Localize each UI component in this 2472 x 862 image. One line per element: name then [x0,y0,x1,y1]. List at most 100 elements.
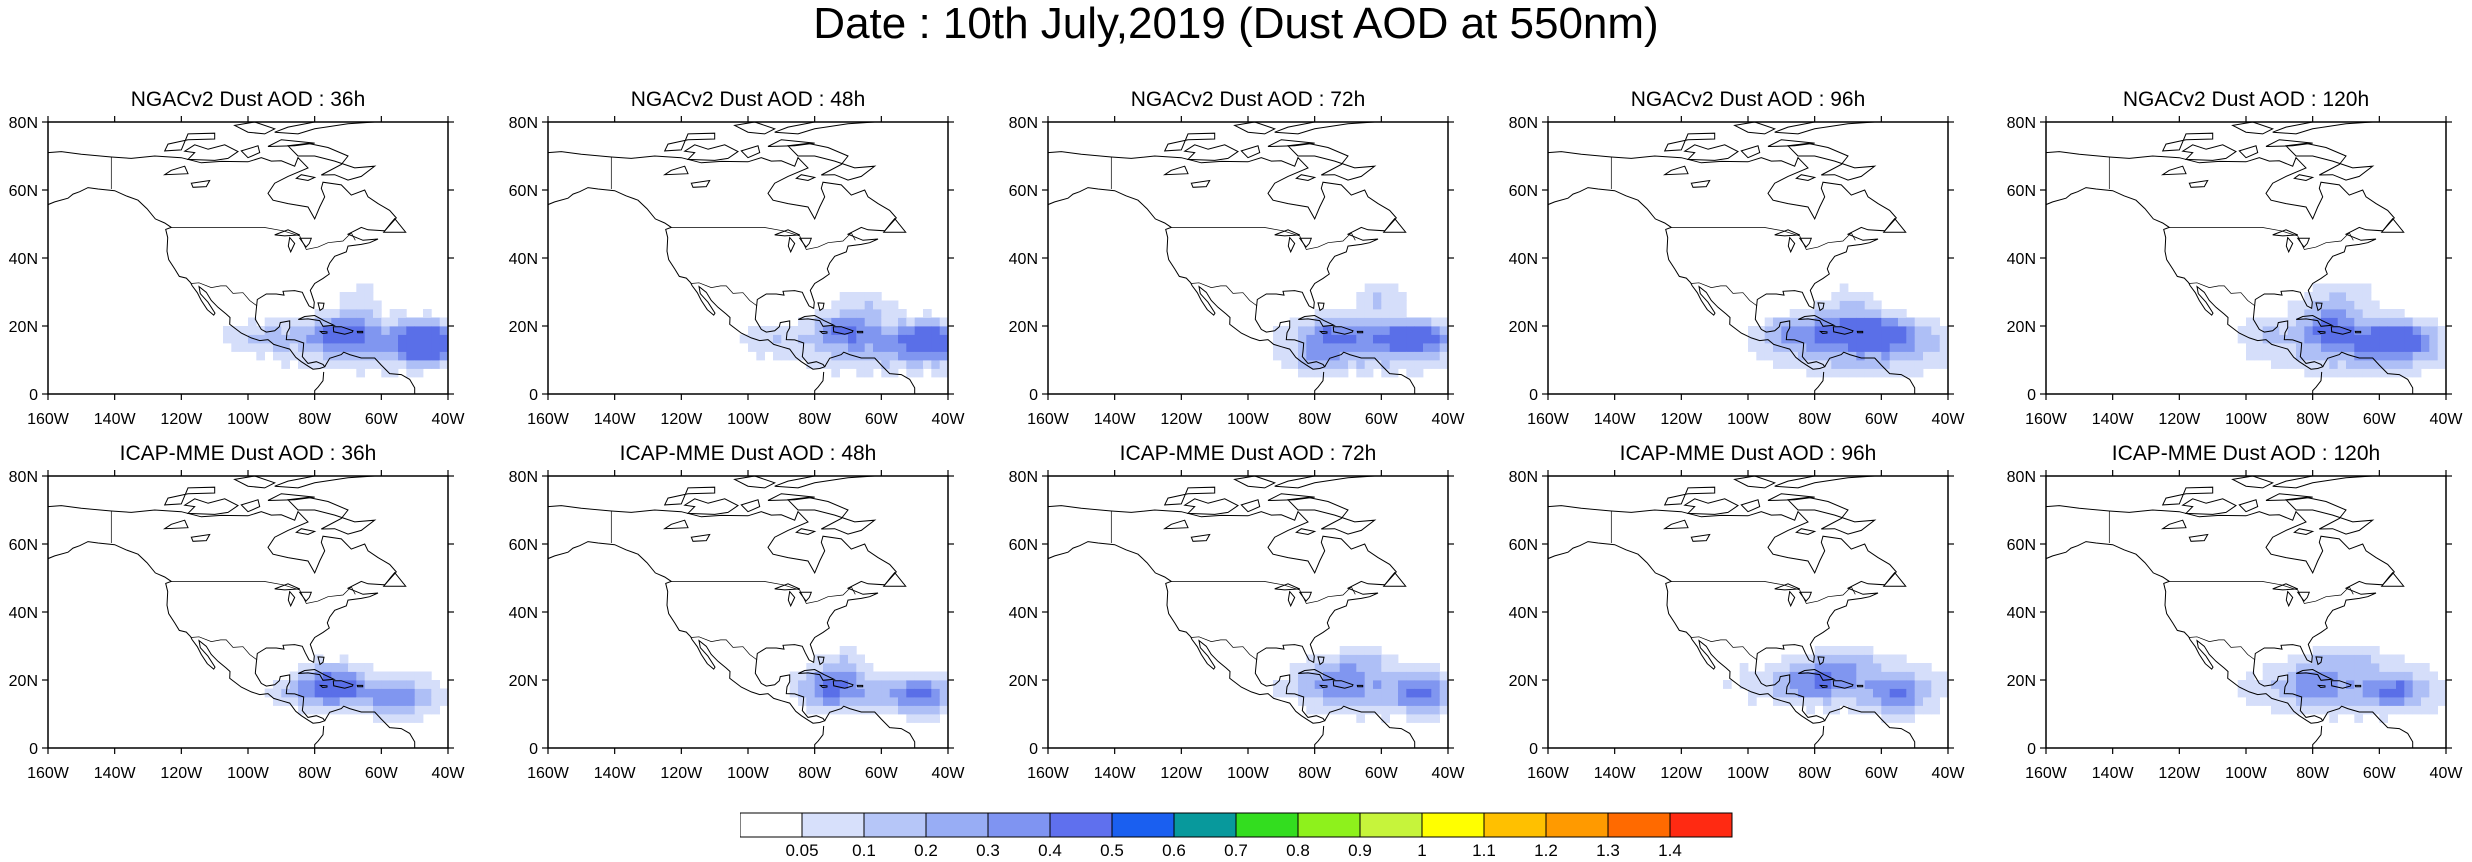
lat-label: 80N [9,469,38,486]
lon-label: 100W [1727,411,1770,428]
lat-label: 40N [509,251,538,268]
colorbar-label: 0.05 [785,841,818,858]
lat-label: 20N [509,319,538,336]
lon-label: 40W [932,411,966,428]
lon-label: 80W [298,765,332,782]
country-borders [610,511,856,661]
dust-aod-map: 0 20N 40N 60N 80N 160W 140W 120W 100W 80W 60W 40W [2007,469,2464,782]
lat-label: 40N [1509,605,1538,622]
lon-label: 120W [1160,411,1203,428]
colorbar-label: 1.3 [1596,841,1620,858]
lon-label: 160W [1027,411,1070,428]
lat-label: 0 [29,741,38,758]
panel-title: NGACv2 Dust AOD : 36h [130,88,366,111]
colorbar-swatch [1359,812,1423,838]
lon-label: 140W [1594,411,1637,428]
lat-label: 80N [1009,469,1038,486]
lon-label: 160W [1027,765,1070,782]
colorbar-label: 1.4 [1658,841,1682,858]
aod-colorbar: 0.05 0.1 0.2 0.3 0.4 0.5 0.6 0.7 0.8 0.9 1 1.1 1.2 1.… [740,812,1733,858]
map-panel: ICAP-MME Dust AOD : 120h 0 20N 40N 60N 80N 160… [1996,442,2472,794]
lat-label: 20N [2007,673,2036,690]
country-borders [2108,511,2354,661]
colorbar-swatch [1049,812,1113,838]
lat-label: 20N [1509,673,1538,690]
lat-label: 80N [509,469,538,486]
lon-label: 100W [1227,411,1270,428]
dust-aod-field [264,654,448,723]
dust-aod-map: 0 20N 40N 60N 80N 160W 140W 120W 100W 80W 60W 40W [509,115,966,428]
dust-aod-map: 0 20N 40N 60N 80N 160W 140W 120W 100W 80W 60W 40W [2007,115,2464,428]
lat-label: 40N [2007,251,2036,268]
colorbar-label: 1.2 [1534,841,1558,858]
lon-label: 40W [432,765,466,782]
colorbar-label: 0.1 [852,841,876,858]
lon-label: 100W [2225,765,2268,782]
colorbar-swatch [740,812,803,838]
lon-label: 60W [2363,411,2397,428]
lon-label: 160W [27,411,70,428]
lon-label: 140W [594,765,637,782]
lat-label: 0 [1529,387,1538,404]
lon-label: 80W [2296,765,2330,782]
dust-aod-map: 0 20N 40N 60N 80N 160W 140W 120W 100W 80W 60W 40W [1509,469,1966,782]
lat-label: 0 [1529,741,1538,758]
colorbar-swatch [1235,812,1299,838]
lat-label: 20N [9,319,38,336]
panel-title: ICAP-MME Dust AOD : 96h [1619,442,1877,465]
lon-label: 140W [1594,765,1637,782]
lon-label: 60W [2363,765,2397,782]
lat-label: 20N [2007,319,2036,336]
lon-label: 80W [298,411,332,428]
dust-aod-field [1748,283,1948,378]
colorbar-swatch [925,812,989,838]
lat-label: 40N [1009,605,1038,622]
lat-label: 80N [1509,469,1538,486]
dust-aod-field [2237,646,2446,723]
lon-label: 40W [1432,765,1466,782]
lon-label: 100W [1727,765,1770,782]
colorbar-swatch [1421,812,1485,838]
lon-label: 140W [94,765,137,782]
lon-label: 40W [1432,411,1466,428]
colorbar-label: 0.6 [1162,841,1186,858]
map-panel: NGACv2 Dust AOD : 36h 0 20N 40N 60N 80N 160W 14… [0,88,498,440]
map-panel: NGACv2 Dust AOD : 120h 0 20N 40N 60N 80N 160W 1… [1996,88,2472,440]
lon-label: 80W [1798,765,1832,782]
lon-label: 40W [1932,411,1966,428]
country-borders [1610,511,1856,661]
lat-label: 20N [509,673,538,690]
country-borders [2108,157,2354,307]
dust-aod-field [1723,646,1948,723]
colorbar-swatch [801,812,865,838]
lat-label: 60N [2007,537,2036,554]
country-borders [1110,157,1356,307]
lon-label: 60W [865,765,899,782]
lon-label: 140W [1094,765,1137,782]
lon-label: 160W [1527,765,1570,782]
dust-aod-map: 0 20N 40N 60N 80N 160W 140W 120W 100W 80W 60W 40W [509,469,966,782]
colorbar-label: 1 [1417,841,1426,858]
lat-label: 40N [9,605,38,622]
lat-label: 40N [1509,251,1538,268]
lon-label: 60W [1865,411,1899,428]
dust-aod-map: 0 20N 40N 60N 80N 160W 140W 120W 100W 80W 60W 40W [9,469,466,782]
dust-aod-field [789,646,948,723]
lon-label: 120W [1660,411,1703,428]
lon-label: 140W [1094,411,1137,428]
lon-label: 40W [1932,765,1966,782]
lat-label: 0 [2027,387,2036,404]
lon-label: 80W [1798,411,1832,428]
lon-label: 160W [1527,411,1570,428]
panel-title: ICAP-MME Dust AOD : 72h [1119,442,1377,465]
country-borders [110,511,356,661]
lat-label: 60N [1509,537,1538,554]
lat-label: 20N [1009,319,1038,336]
colorbar-swatch [863,812,927,838]
lon-label: 120W [160,765,203,782]
lon-label: 80W [2296,411,2330,428]
dust-aod-field [739,292,948,378]
map-panel: NGACv2 Dust AOD : 96h 0 20N 40N 60N 80N 160W 14… [1498,88,1998,440]
dust-aod-field [2237,283,2446,378]
